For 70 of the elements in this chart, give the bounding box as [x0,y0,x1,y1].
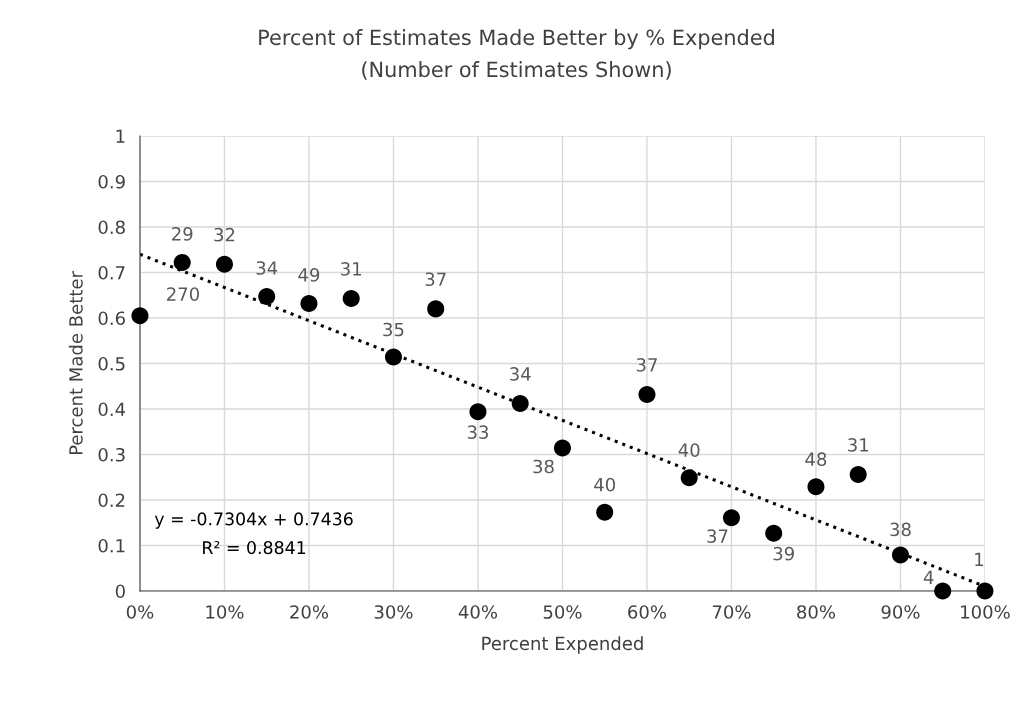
x-tick-label: 80% [797,605,836,619]
point [934,582,952,600]
x-tick-label: 70% [712,605,751,619]
y-tick-label: 1 [116,129,125,143]
annotation: 49 [298,268,320,282]
point [765,524,783,542]
point [215,255,233,273]
annotation: 33 [467,425,489,439]
point [173,253,191,271]
x-axis-title: Percent Expended [482,636,643,654]
point [342,289,360,307]
annotation: y = -0.7304x + 0.7436 [154,512,353,529]
point [807,478,825,496]
point [596,503,614,521]
y-tick-label: 0.3 [98,447,125,462]
x-tick-label: 40% [458,605,498,619]
point [258,288,276,306]
y-tick-label: 0.7 [98,265,125,280]
annotation: 37 [425,272,446,287]
annotation: 31 [848,438,869,452]
y-axis-title: Percent Made Better [68,271,83,455]
annotation: 4 [923,570,934,584]
annotation: 37 [707,529,728,543]
annotation: 29 [172,227,193,241]
x-tick-label: 10% [206,605,244,619]
point [553,439,571,457]
y-tick-label: 0.1 [98,538,125,553]
point [469,403,487,421]
y-tick-label: 0.6 [98,311,125,326]
point [131,307,149,325]
annotation: 40 [594,477,616,492]
annotation: R² = 0.8841 [203,541,306,555]
annotation: 38 [890,522,911,537]
annotation: 34 [510,367,531,381]
point [511,395,529,413]
point [680,469,698,487]
chart-title: Percent of Estimates Made Better by % Expended [259,29,774,50]
point [849,465,867,483]
point [638,385,656,403]
annotation: 31 [341,262,362,276]
annotation: 35 [383,322,404,337]
x-tick-label: 0% [126,605,154,619]
point [976,582,994,600]
annotation: 40 [678,443,700,457]
x-tick-label: 20% [290,605,329,619]
annotation: 34 [256,261,278,275]
y-tick-label: 0.4 [98,402,126,417]
annotation: 1 [975,552,984,566]
y-tick-label: 0.2 [98,493,125,508]
annotation: 270 [167,287,199,301]
y-tick-label: 0.5 [98,356,125,371]
y-tick-label: 0.9 [98,174,125,189]
x-tick-label: 100% [961,605,1010,619]
point [891,546,909,564]
point [427,300,445,318]
y-tick-label: 0.8 [98,220,125,235]
point [384,348,402,366]
y-tick-label: 0 [115,584,125,599]
annotation: 39 [773,546,794,561]
point [722,509,740,527]
x-tick-label: 30% [374,605,413,619]
x-tick-label: 60% [628,605,667,619]
annotation: 38 [533,459,554,474]
annotation: 48 [805,452,827,467]
annotation: 32 [214,227,235,242]
annotation: 37 [636,358,657,372]
chart-subtitle: (Number of Estimates Shown) [362,61,671,80]
x-tick-label: 50% [543,605,582,619]
point [300,294,318,312]
x-tick-label: 90% [881,605,920,619]
